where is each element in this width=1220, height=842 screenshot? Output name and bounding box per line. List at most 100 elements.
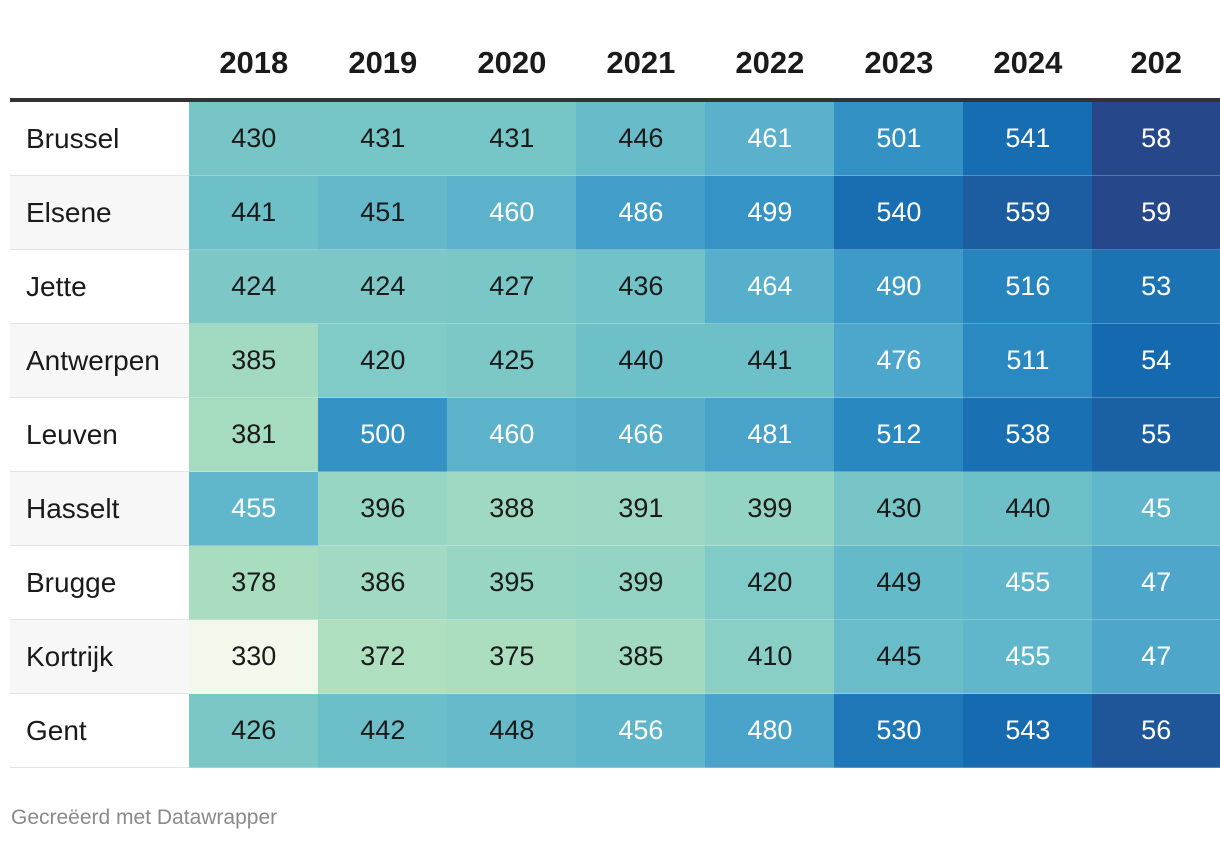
heatmap-cell: 441 (705, 323, 835, 398)
heatmap-cell: 330 (189, 619, 319, 694)
column-header-year: 2021 (576, 28, 706, 102)
heatmap-cell: 378 (189, 545, 319, 620)
heatmap-cell: 476 (834, 323, 964, 398)
heatmap-cell: 456 (576, 693, 706, 768)
heatmap-cell: 490 (834, 249, 964, 324)
heatmap-cell: 440 (576, 323, 706, 398)
heatmap-cell: 543 (963, 693, 1093, 768)
heatmap-cell: 480 (705, 693, 835, 768)
heatmap-cell: 446 (576, 100, 706, 176)
table-row: Antwerpen 385 420 425 440 441 476 511 54 (10, 323, 1220, 398)
heatmap-cell: 381 (189, 397, 319, 472)
heatmap-cell: 386 (318, 545, 448, 620)
heatmap-cell: 375 (447, 619, 577, 694)
heatmap-cell: 538 (963, 397, 1093, 472)
heatmap-cell: 499 (705, 175, 835, 250)
heatmap-cell: 395 (447, 545, 577, 620)
heatmap-table: 2018 2019 2020 2021 2022 2023 2024 202 Brussel 4… (10, 28, 1220, 768)
heatmap-cell: 53 (1092, 249, 1220, 324)
heatmap-cell: 424 (318, 249, 448, 324)
heatmap-cell: 410 (705, 619, 835, 694)
heatmap-cell: 396 (318, 471, 448, 546)
footer-credit: Gecreëerd met Datawrapper (11, 806, 278, 829)
heatmap-cell: 501 (834, 100, 964, 176)
row-label-city: Antwerpen (10, 323, 190, 398)
heatmap-cell: 442 (318, 693, 448, 768)
heatmap-cell: 59 (1092, 175, 1220, 250)
heatmap-cell: 58 (1092, 100, 1220, 176)
heatmap-cell: 399 (576, 545, 706, 620)
heatmap-cell: 55 (1092, 397, 1220, 472)
heatmap-cell: 425 (447, 323, 577, 398)
heatmap-cell: 430 (834, 471, 964, 546)
heatmap-cell: 455 (963, 545, 1093, 620)
heatmap-cell: 399 (705, 471, 835, 546)
row-label-city: Brussel (10, 100, 190, 176)
heatmap-cell: 427 (447, 249, 577, 324)
heatmap-cell: 464 (705, 249, 835, 324)
heatmap-cell: 54 (1092, 323, 1220, 398)
row-label-city: Gent (10, 693, 190, 768)
column-header-year: 202 (1092, 28, 1220, 102)
heatmap-cell: 466 (576, 397, 706, 472)
heatmap-cell: 56 (1092, 693, 1220, 768)
heatmap-cell: 486 (576, 175, 706, 250)
column-header-year: 2022 (705, 28, 835, 102)
heatmap-cell: 451 (318, 175, 448, 250)
heatmap-cell: 481 (705, 397, 835, 472)
heatmap-cell: 445 (834, 619, 964, 694)
row-label-city: Hasselt (10, 471, 190, 546)
heatmap-cell: 449 (834, 545, 964, 620)
column-header-year: 2019 (318, 28, 448, 102)
column-header-year: 2020 (447, 28, 577, 102)
heatmap-cell: 512 (834, 397, 964, 472)
heatmap-cell: 388 (447, 471, 577, 546)
heatmap-table-container: 2018 2019 2020 2021 2022 2023 2024 202 Brussel 4… (10, 28, 1220, 768)
column-header-year: 2018 (189, 28, 319, 102)
heatmap-cell: 47 (1092, 619, 1220, 694)
column-header-year: 2023 (834, 28, 964, 102)
table-row: Jette 424 424 427 436 464 490 516 53 (10, 249, 1220, 324)
heatmap-cell: 541 (963, 100, 1093, 176)
heatmap-cell: 424 (189, 249, 319, 324)
heatmap-cell: 530 (834, 693, 964, 768)
heatmap-cell: 372 (318, 619, 448, 694)
column-header-year: 2024 (963, 28, 1093, 102)
heatmap-cell: 391 (576, 471, 706, 546)
row-label-city: Brugge (10, 545, 190, 620)
table-row: Brussel 430 431 431 446 461 501 541 58 (10, 100, 1220, 176)
heatmap-cell: 500 (318, 397, 448, 472)
heatmap-cell: 420 (705, 545, 835, 620)
heatmap-cell: 420 (318, 323, 448, 398)
heatmap-cell: 426 (189, 693, 319, 768)
row-label-city: Kortrijk (10, 619, 190, 694)
table-row: Brugge 378 386 395 399 420 449 455 47 (10, 545, 1220, 620)
heatmap-cell: 385 (189, 323, 319, 398)
table-row: Kortrijk 330 372 375 385 410 445 455 47 (10, 619, 1220, 694)
header-corner (10, 28, 190, 102)
table-row: Gent 426 442 448 456 480 530 543 56 (10, 693, 1220, 768)
heatmap-cell: 460 (447, 175, 577, 250)
heatmap-cell: 461 (705, 100, 835, 176)
heatmap-cell: 441 (189, 175, 319, 250)
heatmap-cell: 385 (576, 619, 706, 694)
table-body: Brussel 430 431 431 446 461 501 541 58 Elsene 441 4… (10, 100, 1220, 768)
row-label-city: Elsene (10, 175, 190, 250)
heatmap-cell: 431 (447, 100, 577, 176)
heatmap-cell: 516 (963, 249, 1093, 324)
heatmap-cell: 431 (318, 100, 448, 176)
heatmap-cell: 440 (963, 471, 1093, 546)
table-row: Elsene 441 451 460 486 499 540 559 59 (10, 175, 1220, 250)
table-row: Hasselt 455 396 388 391 399 430 440 45 (10, 471, 1220, 546)
heatmap-cell: 47 (1092, 545, 1220, 620)
table-row: Leuven 381 500 460 466 481 512 538 55 (10, 397, 1220, 472)
heatmap-cell: 45 (1092, 471, 1220, 546)
heatmap-cell: 448 (447, 693, 577, 768)
heatmap-cell: 455 (963, 619, 1093, 694)
row-label-city: Jette (10, 249, 190, 324)
header-row: 2018 2019 2020 2021 2022 2023 2024 202 (10, 28, 1220, 102)
heatmap-cell: 559 (963, 175, 1093, 250)
row-label-city: Leuven (10, 397, 190, 472)
heatmap-cell: 436 (576, 249, 706, 324)
heatmap-cell: 430 (189, 100, 319, 176)
